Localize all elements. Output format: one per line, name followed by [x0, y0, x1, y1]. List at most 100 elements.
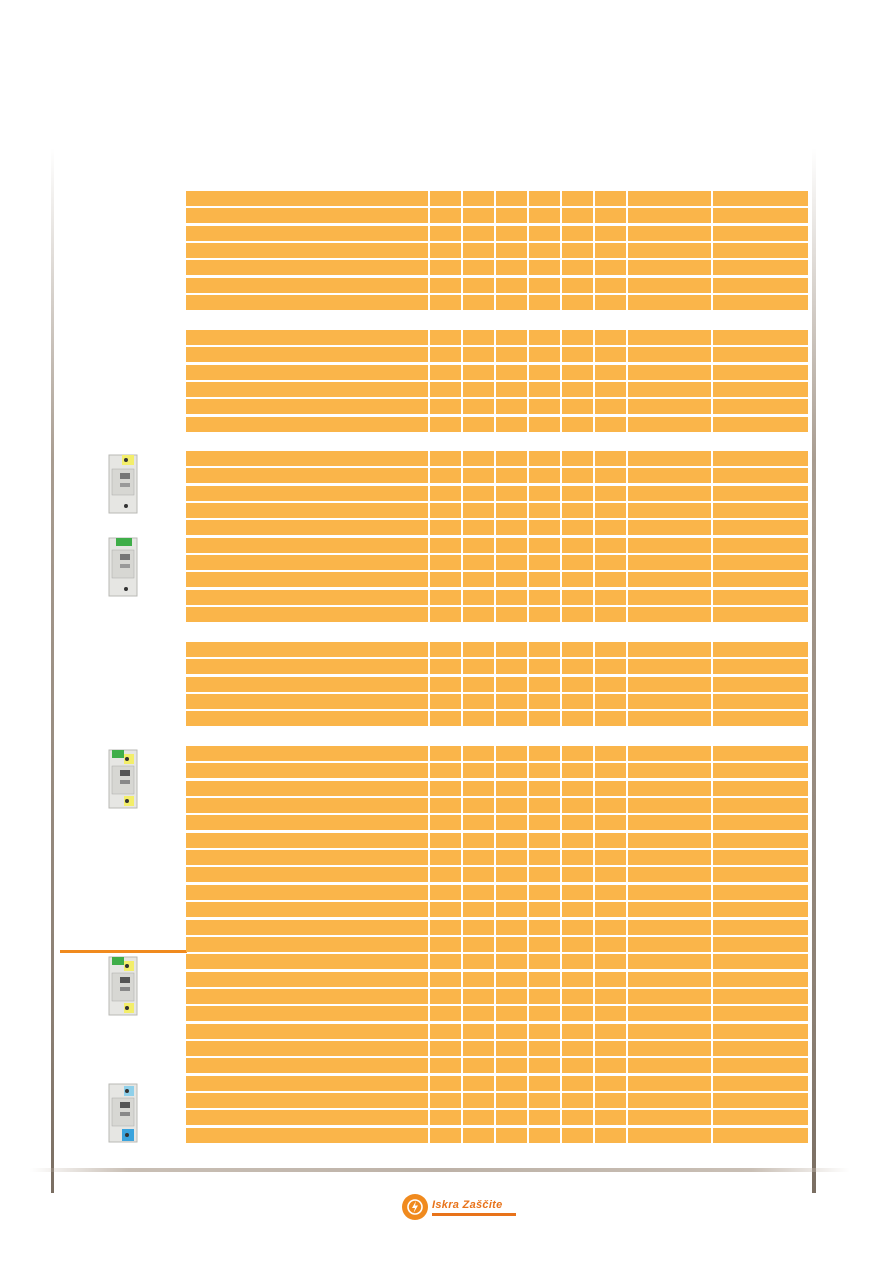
table-row: [186, 590, 808, 605]
table-cell: [713, 677, 808, 692]
table-cell: [627, 642, 712, 657]
table-cell: [430, 278, 462, 293]
table-cell: [186, 781, 429, 796]
table-cell: [528, 451, 560, 466]
table-cell: [463, 920, 494, 935]
table-cell: [463, 365, 494, 380]
table-cell: [528, 486, 560, 501]
table-cell: [528, 538, 560, 553]
table-cell: [186, 399, 429, 414]
table-cell: [561, 694, 593, 709]
section-divider: [60, 950, 187, 953]
table-cell: [528, 226, 560, 241]
table-cell: [186, 659, 429, 674]
table-cell: [430, 937, 462, 952]
table-cell: [561, 763, 593, 778]
table-cell: [186, 590, 429, 605]
table-cell: [463, 815, 494, 830]
table-cell: [713, 642, 808, 657]
table-cell: [186, 1093, 429, 1108]
table-cell: [186, 885, 429, 900]
table-cell: [528, 954, 560, 969]
table-cell: [463, 295, 494, 310]
table-cell: [495, 243, 527, 258]
table-cell: [713, 590, 808, 605]
table-cell: [430, 815, 462, 830]
table-cell: [627, 1006, 712, 1021]
logo-underline: [432, 1212, 516, 1216]
table-cell: [495, 590, 527, 605]
table-cell: [713, 763, 808, 778]
table-cell: [594, 520, 626, 535]
table-cell: [594, 902, 626, 917]
table-cell: [594, 694, 626, 709]
table-cell: [430, 746, 462, 761]
table-cell: [561, 937, 593, 952]
table-cell: [186, 278, 429, 293]
table-cell: [430, 850, 462, 865]
table-cell: [627, 711, 712, 726]
table-cell: [430, 1041, 462, 1056]
table-cell: [430, 954, 462, 969]
table-cell: [186, 920, 429, 935]
table-cell: [495, 694, 527, 709]
table-cell: [430, 243, 462, 258]
table-cell: [495, 763, 527, 778]
table-cell: [713, 382, 808, 397]
table-row: [186, 833, 808, 848]
table-cell: [430, 555, 462, 570]
table-cell: [594, 278, 626, 293]
table-cell: [528, 1093, 560, 1108]
table-cell: [713, 486, 808, 501]
table-row: [186, 972, 808, 987]
table-cell: [186, 503, 429, 518]
table-cell: [430, 330, 462, 345]
table-cell: [430, 763, 462, 778]
table-cell: [495, 260, 527, 275]
table-cell: [430, 885, 462, 900]
table-cell: [627, 937, 712, 952]
table-cell: [561, 191, 593, 206]
table-cell: [627, 833, 712, 848]
table-cell: [186, 330, 429, 345]
table-cell: [186, 798, 429, 813]
table-cell: [713, 850, 808, 865]
table-row: [186, 555, 808, 570]
table-cell: [528, 781, 560, 796]
table-cell: [561, 278, 593, 293]
table-cell: [495, 399, 527, 414]
table-row: [186, 451, 808, 466]
table-cell: [594, 451, 626, 466]
table-cell: [495, 503, 527, 518]
table-row: [186, 798, 808, 813]
table-cell: [463, 885, 494, 900]
table-cell: [528, 1058, 560, 1073]
table-cell: [627, 607, 712, 622]
table-cell: [561, 538, 593, 553]
table-cell: [495, 520, 527, 535]
company-logo: Iskra Zaščite: [402, 1192, 520, 1222]
table-cell: [627, 226, 712, 241]
table-cell: [186, 191, 429, 206]
table-cell: [186, 365, 429, 380]
table-cell: [713, 555, 808, 570]
table-cell: [561, 1128, 593, 1143]
table-cell: [463, 572, 494, 587]
table-cell: [528, 590, 560, 605]
table-cell: [528, 1076, 560, 1091]
table-cell: [528, 677, 560, 692]
table-cell: [561, 260, 593, 275]
table-cell: [627, 590, 712, 605]
table-cell: [528, 382, 560, 397]
table-cell: [561, 572, 593, 587]
table-cell: [186, 243, 429, 258]
table-cell: [463, 451, 494, 466]
table-cell: [463, 208, 494, 223]
table-cell: [627, 347, 712, 362]
table-cell: [528, 746, 560, 761]
table-cell: [594, 954, 626, 969]
table-cell: [495, 1110, 527, 1125]
table-row: [186, 1128, 808, 1143]
table-cell: [463, 1110, 494, 1125]
table-row: [186, 711, 808, 726]
